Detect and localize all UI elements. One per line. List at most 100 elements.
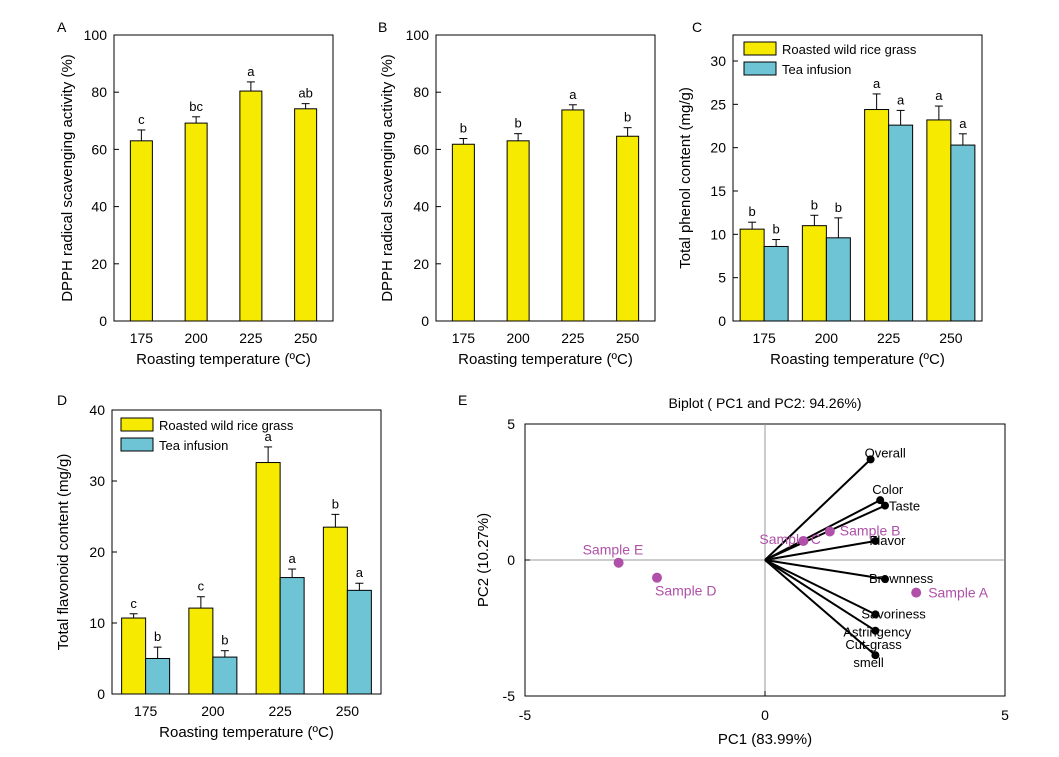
loading-point: [871, 626, 880, 635]
bar: [561, 109, 585, 322]
panel-b-chart: 0 20 40 60 80 100 175 b 200 b 225 a 250 b Roasting tem…: [379, 27, 656, 368]
y-axis-label: DPPH radical scavenging activity (%): [379, 54, 396, 302]
loading-label: Flavor: [869, 533, 906, 548]
x-tick-label: 225: [561, 330, 585, 346]
y-tick-label: 20: [91, 256, 107, 272]
significance-letter: c: [130, 596, 137, 611]
significance-letter: b: [332, 496, 339, 511]
bar: [188, 607, 214, 695]
x-tick-label: 175: [134, 703, 158, 719]
y-tick-label: 100: [406, 27, 430, 43]
sample-label: Sample B: [840, 522, 901, 538]
significance-letter: b: [624, 110, 631, 125]
bar: [212, 656, 238, 695]
legend-swatch: [743, 61, 777, 76]
significance-letter: a: [959, 116, 967, 131]
x-axis-label: Roasting temperature (ºC): [458, 351, 633, 368]
x-tick-label: 250: [616, 330, 640, 346]
loading-label: Astringency: [843, 625, 911, 640]
y-tick-label: 0: [718, 313, 726, 329]
bar: [239, 90, 263, 322]
y-tick-label: 20: [413, 256, 429, 272]
loading-point: [881, 575, 889, 584]
x-tick-label: 200: [201, 703, 225, 719]
y-tick-label: 10: [89, 615, 105, 631]
legend-swatch: [120, 437, 154, 452]
x-tick-label: 5: [1001, 707, 1009, 723]
y-tick-label: 20: [89, 544, 105, 560]
significance-letter: a: [265, 429, 273, 444]
x-tick-label: 175: [752, 330, 776, 346]
y-tick-label: 40: [89, 402, 105, 418]
significance-letter: c: [198, 579, 205, 594]
x-axis-label: PC1 (83.99%): [718, 731, 812, 748]
x-tick-label: 0: [761, 707, 769, 723]
chart-title: Biplot ( PC1 and PC2: 94.26%): [669, 395, 862, 411]
y-tick-label: 80: [91, 84, 107, 100]
x-tick-label: 200: [506, 330, 530, 346]
significance-letter: a: [569, 87, 577, 102]
y-axis-label: DPPH radical scavenging activity (%): [59, 54, 76, 302]
panel-e-biplot: -5 0 5 -5 0 5 Biplot ( PC1 and PC2: 94.26%) PC1…: [475, 395, 1009, 748]
panel-d-chart: 0 10 20 30 40 175 c b 200 c b 225 a a 250 b a Roasting te…: [55, 402, 382, 741]
y-tick-label: 30: [89, 473, 105, 489]
x-tick-label: 225: [877, 330, 901, 346]
significance-letter: b: [835, 200, 842, 215]
bar: [926, 119, 952, 322]
y-tick-label: 10: [710, 226, 726, 242]
x-tick-label: 175: [452, 330, 476, 346]
sample-point: [652, 572, 662, 583]
legend-swatch: [743, 41, 777, 56]
significance-letter: c: [138, 112, 145, 127]
bar: [616, 135, 640, 322]
y-tick-label: 0: [97, 686, 105, 702]
y-tick-label: 0: [507, 552, 515, 568]
panel-c-chart: 0 5 10 15 20 25 30 175 b b 200 b b 225 a a 250 a a Roasting…: [677, 34, 983, 368]
sample-point: [824, 526, 835, 537]
significance-letter: a: [356, 565, 364, 580]
bar: [801, 225, 827, 322]
significance-letter: a: [289, 551, 297, 566]
loading-label: Taste: [889, 499, 920, 514]
sample-label: Sample C: [759, 531, 820, 547]
y-tick-label: 80: [413, 84, 429, 100]
y-tick-label: 15: [710, 183, 726, 199]
bar: [322, 526, 348, 695]
significance-letter: a: [247, 64, 255, 79]
plot-frame: [435, 34, 656, 322]
bar: [950, 144, 976, 322]
bar: [294, 108, 318, 322]
bar: [129, 140, 153, 322]
legend-label: Tea infusion: [159, 438, 228, 453]
x-tick-label: 200: [815, 330, 839, 346]
x-tick-label: 250: [336, 703, 360, 719]
sample-label: Sample E: [583, 542, 644, 558]
panel-a-chart: 0 20 40 60 80 100 175 c 200 bc 225 a 250 ab Roasting t…: [59, 27, 334, 368]
significance-letter: b: [221, 633, 228, 648]
panel-letter-e: E: [458, 392, 467, 408]
x-tick-label: 200: [184, 330, 208, 346]
loading-label: Savoriness: [861, 606, 926, 621]
y-tick-label: 60: [413, 141, 429, 157]
loading-vector: [764, 559, 876, 616]
loading-vector: [764, 559, 886, 581]
sample-point: [798, 535, 809, 546]
bar: [739, 228, 765, 322]
bar: [346, 589, 372, 695]
significance-letter: b: [460, 121, 467, 136]
x-tick-label: 175: [130, 330, 154, 346]
loading-label: Overall: [865, 445, 906, 460]
panel-letter-d: D: [57, 392, 67, 408]
bar: [763, 245, 789, 322]
loading-vector: [764, 559, 877, 656]
bar: [864, 109, 890, 322]
y-tick-label: 20: [710, 140, 726, 156]
bar: [888, 124, 914, 322]
y-tick-label: 40: [91, 199, 107, 215]
y-tick-label: 40: [413, 199, 429, 215]
loading-point: [866, 455, 875, 464]
bar: [121, 617, 147, 695]
loading-label: Color: [872, 482, 904, 497]
y-tick-label: 0: [99, 313, 107, 329]
